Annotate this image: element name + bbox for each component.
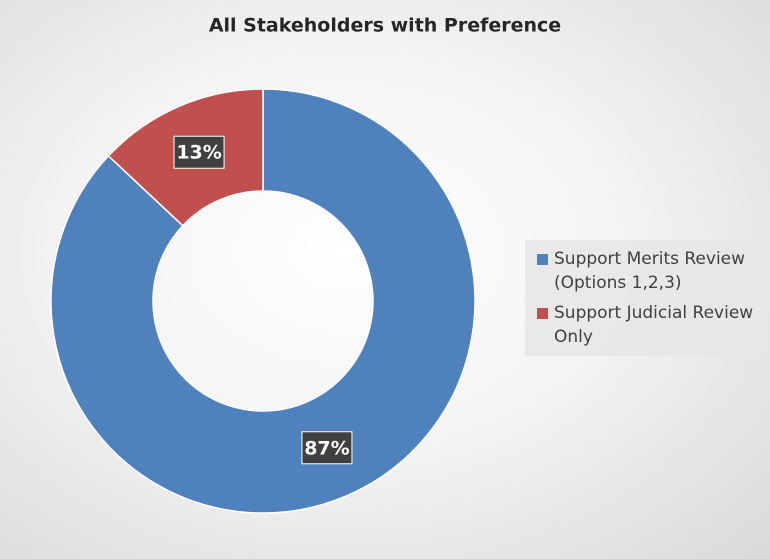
legend-label: Support Merits Review (Options 1,2,3) bbox=[554, 249, 746, 293]
data-label-box bbox=[173, 135, 225, 169]
legend-label: Support Judicial Review Only bbox=[554, 303, 754, 347]
data-label: 87% bbox=[301, 431, 353, 465]
data-label-text: 87% bbox=[304, 437, 349, 459]
legend-swatch bbox=[537, 254, 548, 265]
data-label: 13% bbox=[173, 135, 225, 169]
donut-slice bbox=[50, 88, 476, 514]
legend: Support Merits Review (Options 1,2,3) Sup… bbox=[525, 240, 763, 356]
chart-title: All Stakeholders with Preference bbox=[209, 15, 561, 37]
data-label-text: 13% bbox=[176, 142, 221, 164]
legend-item: Support Judicial Review Only bbox=[525, 298, 763, 352]
legend-item: Support Merits Review (Options 1,2,3) bbox=[525, 244, 763, 298]
legend-swatch bbox=[537, 308, 548, 319]
data-label-box bbox=[301, 431, 353, 465]
